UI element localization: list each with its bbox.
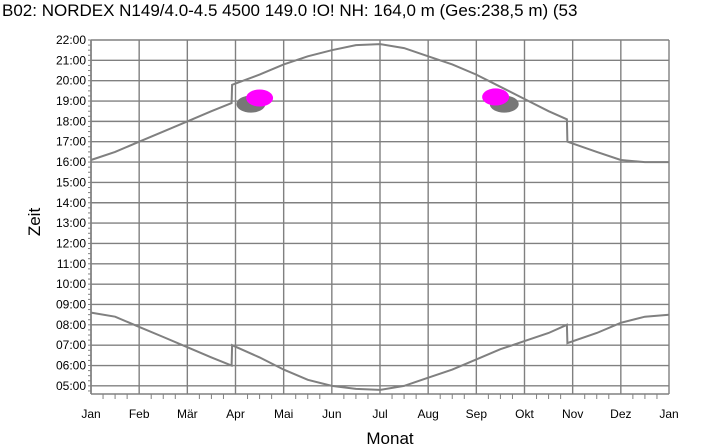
y-tick-label: 09:00 [56, 297, 86, 311]
y-tick-label: 16:00 [56, 155, 86, 169]
y-tick-label: 19:00 [56, 94, 86, 108]
x-tick-label: Aug [417, 407, 438, 421]
x-tick-label: Mär [177, 407, 198, 421]
x-tick-label: Jul [372, 407, 387, 421]
x-tick-label: Jun [322, 407, 341, 421]
y-tick-label: 07:00 [56, 338, 86, 352]
y-tick-label: 17:00 [56, 135, 86, 149]
y-tick-label: 06:00 [56, 359, 86, 373]
y-tick-label: 08:00 [56, 318, 86, 332]
y-tick-label: 11:00 [57, 257, 86, 271]
series-line [90, 311, 670, 391]
y-tick-label: 15:00 [56, 175, 86, 189]
x-tick-label: Nov [562, 407, 583, 421]
shadow-region [246, 89, 274, 107]
series-layer [90, 43, 670, 391]
y-tick-label: 12:00 [56, 236, 86, 250]
x-tick-label: Sep [466, 407, 488, 421]
x-tick-label: Okt [515, 407, 534, 421]
y-tick-label: 05:00 [56, 379, 86, 393]
y-axis-label: Zeit [25, 208, 44, 237]
x-tick-label: Jan [659, 407, 678, 421]
x-tick-label: Feb [129, 407, 150, 421]
y-tick-label: 18:00 [56, 114, 86, 128]
x-tick-label: Dez [610, 407, 631, 421]
y-tick-label: 14:00 [56, 196, 86, 210]
y-tick-label: 22:00 [56, 33, 86, 47]
grid-layer [88, 39, 670, 399]
series-line [90, 43, 669, 164]
y-tick-label: 20:00 [56, 74, 86, 88]
chart-title: B02: NORDEX N149/4.0-4.5 4500 149.0 !O! … [2, 1, 578, 20]
tick-layer: 05:00 06:00 07:00 08:00 09:00 10:00 11:00 12:00… [56, 33, 679, 421]
shadow-region [482, 88, 510, 106]
y-tick-label: 13:00 [56, 216, 86, 230]
y-tick-label: 21:00 [56, 53, 86, 67]
y-tick-label: 10:00 [56, 277, 86, 291]
x-tick-label: Jan [81, 407, 100, 421]
x-tick-label: Apr [226, 407, 245, 421]
shadow-layer [236, 88, 519, 113]
x-tick-label: Mai [274, 407, 293, 421]
x-axis-label: Monat [366, 429, 414, 447]
